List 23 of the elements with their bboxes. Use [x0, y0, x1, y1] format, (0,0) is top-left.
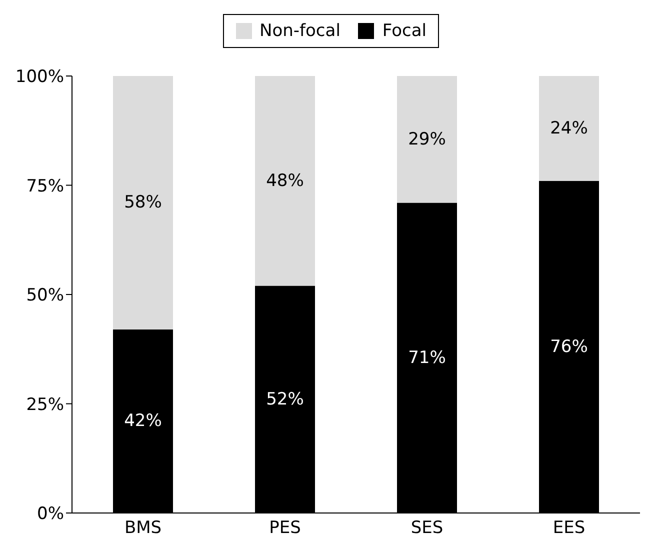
bar: [539, 76, 599, 181]
y-tick-label: 0%: [37, 504, 64, 524]
legend-label: Focal: [382, 21, 426, 41]
data-label: 24%: [550, 118, 588, 138]
data-label: 52%: [266, 389, 304, 410]
legend-label: Non-focal: [260, 21, 340, 41]
bar: [113, 76, 173, 330]
y-tick-label: 25%: [26, 394, 64, 415]
y-tick-label: 75%: [26, 176, 64, 196]
bar: [255, 76, 315, 286]
x-tick-label: SES: [410, 518, 444, 538]
y-tick-label: 100%: [15, 67, 64, 88]
bar: [397, 76, 457, 203]
data-label: 42%: [124, 411, 162, 432]
data-label: 71%: [408, 348, 446, 368]
data-label: 76%: [550, 336, 588, 357]
x-tick-label: EES: [552, 518, 586, 538]
data-label: 48%: [266, 170, 304, 191]
data-label: 58%: [124, 192, 162, 213]
y-tick-label: 50%: [26, 286, 64, 306]
x-tick-label: BMS: [124, 518, 162, 538]
data-label: 29%: [408, 129, 446, 150]
x-tick-label: PES: [269, 518, 301, 538]
